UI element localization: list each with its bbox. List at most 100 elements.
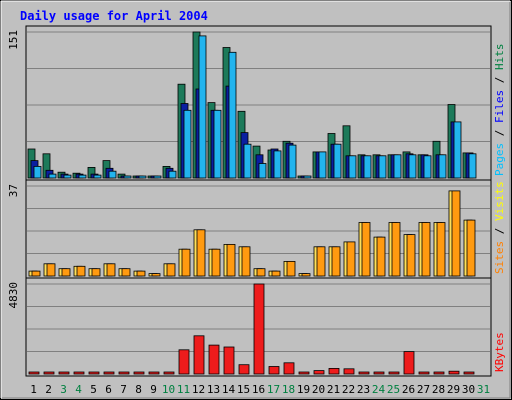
bar-sites-day-1 bbox=[31, 270, 41, 277]
legend-entry: Hits bbox=[493, 44, 506, 71]
day-label: 10 bbox=[162, 383, 175, 396]
bar-pages-day-30 bbox=[468, 153, 477, 179]
day-label: 30 bbox=[462, 383, 475, 396]
bar-kbytes-day-28 bbox=[433, 371, 445, 375]
scale-max-label: 37 bbox=[7, 184, 20, 197]
day-label: 27 bbox=[417, 383, 430, 396]
bar-kbytes-day-3 bbox=[58, 371, 70, 375]
bar-kbytes-day-23 bbox=[358, 371, 370, 375]
bar-pages-day-13 bbox=[213, 109, 222, 179]
bar-kbytes-day-25 bbox=[388, 371, 400, 375]
bar-kbytes-day-18 bbox=[283, 362, 295, 375]
bar-kbytes-day-2 bbox=[43, 371, 55, 375]
day-label: 9 bbox=[150, 383, 157, 396]
day-label: 12 bbox=[192, 383, 205, 396]
series-sites bbox=[31, 190, 476, 277]
bar-kbytes-day-24 bbox=[373, 371, 385, 375]
day-label: 7 bbox=[120, 383, 127, 396]
bar-sites-day-12 bbox=[196, 229, 206, 277]
day-label: 25 bbox=[387, 383, 400, 396]
bar-kbytes-day-4 bbox=[73, 371, 85, 375]
bar-kbytes-day-15 bbox=[238, 364, 250, 375]
bar-sites-day-15 bbox=[241, 246, 251, 277]
bar-pages-day-27 bbox=[423, 155, 432, 179]
bar-pages-day-19 bbox=[303, 175, 312, 179]
bar-sites-day-24 bbox=[376, 236, 386, 277]
bar-pages-day-16 bbox=[258, 163, 267, 179]
panel-legend: Pages / Files / Hits bbox=[493, 44, 506, 177]
bar-pages-day-26 bbox=[408, 154, 417, 179]
day-label: 16 bbox=[252, 383, 265, 396]
day-label: 4 bbox=[75, 383, 82, 396]
bar-sites-day-29 bbox=[451, 190, 461, 277]
bar-pages-day-29 bbox=[453, 121, 462, 179]
bar-sites-day-11 bbox=[181, 248, 191, 277]
bar-pages-day-7 bbox=[123, 175, 132, 179]
bar-pages-day-8 bbox=[138, 175, 147, 179]
bar-pages-day-4 bbox=[78, 174, 87, 179]
bar-kbytes-day-1 bbox=[28, 371, 40, 375]
day-label: 20 bbox=[312, 383, 325, 396]
bar-sites-day-3 bbox=[61, 268, 71, 277]
bar-pages-day-2 bbox=[48, 173, 57, 179]
day-label: 2 bbox=[45, 383, 52, 396]
bar-kbytes-day-6 bbox=[103, 371, 115, 375]
bar-pages-day-9 bbox=[153, 175, 162, 179]
bar-kbytes-day-13 bbox=[208, 344, 220, 375]
day-label: 18 bbox=[282, 383, 295, 396]
legend-entry: / bbox=[493, 70, 506, 90]
day-label: 28 bbox=[432, 383, 445, 396]
legend-entry: Files bbox=[493, 90, 506, 123]
day-label: 21 bbox=[327, 383, 340, 396]
bar-sites-day-22 bbox=[346, 241, 356, 277]
bar-sites-day-26 bbox=[406, 234, 416, 277]
bar-sites-day-2 bbox=[46, 263, 56, 277]
panel-kbytes: 4830 KBytes bbox=[7, 277, 506, 377]
day-label: 13 bbox=[207, 383, 220, 396]
day-label: 19 bbox=[297, 383, 310, 396]
legend-entry: / bbox=[493, 123, 506, 143]
bar-kbytes-day-29 bbox=[448, 370, 460, 375]
bar-sites-day-13 bbox=[211, 248, 221, 277]
legend-entry: Pages bbox=[493, 143, 506, 176]
bar-kbytes-day-30 bbox=[463, 371, 475, 375]
scale-max-label: 4830 bbox=[7, 282, 20, 309]
bar-kbytes-day-9 bbox=[148, 371, 160, 375]
bar-kbytes-day-26 bbox=[403, 351, 415, 375]
bar-sites-day-27 bbox=[421, 222, 431, 277]
bar-pages-day-12 bbox=[198, 35, 207, 179]
bar-pages-day-15 bbox=[243, 143, 252, 179]
panels-layer: 151 Pages / Files / Hits 37 Sites / Visits 4… bbox=[7, 25, 506, 377]
bar-pages-day-3 bbox=[63, 174, 72, 179]
bar-sites-day-16 bbox=[256, 268, 266, 277]
bar-sites-day-7 bbox=[121, 268, 131, 277]
bar-sites-day-30 bbox=[466, 219, 476, 277]
bar-sites-day-6 bbox=[106, 263, 116, 277]
bar-kbytes-day-27 bbox=[418, 371, 430, 375]
day-label: 11 bbox=[177, 383, 190, 396]
bar-pages-day-23 bbox=[363, 155, 372, 179]
day-label: 17 bbox=[267, 383, 280, 396]
bar-pages-day-10 bbox=[168, 170, 177, 179]
day-label: 6 bbox=[105, 383, 112, 396]
bar-kbytes-day-16 bbox=[253, 283, 265, 375]
bar-kbytes-day-7 bbox=[118, 371, 130, 375]
bar-sites-day-20 bbox=[316, 246, 326, 277]
series-pages bbox=[33, 35, 477, 179]
panel-visits-sites: 37 Sites / Visits bbox=[7, 179, 506, 279]
bar-sites-day-17 bbox=[271, 270, 281, 277]
bar-kbytes-day-19 bbox=[298, 371, 310, 375]
bar-pages-day-5 bbox=[93, 174, 102, 179]
day-label: 14 bbox=[222, 383, 236, 396]
bar-pages-day-17 bbox=[273, 150, 282, 179]
bar-sites-day-25 bbox=[391, 222, 401, 277]
bar-pages-day-6 bbox=[108, 170, 117, 179]
bar-pages-day-25 bbox=[393, 154, 402, 179]
day-labels: 1 2 3 4 5 6 7 8 9 10 11 12 13 14 15 16 17 18 19 20 21 22 23 24 2… bbox=[30, 383, 490, 396]
panel-legend: KBytes bbox=[493, 332, 506, 372]
bar-sites-day-14 bbox=[226, 243, 236, 277]
bar-sites-day-28 bbox=[436, 222, 446, 277]
bar-sites-day-9 bbox=[151, 273, 161, 277]
bar-kbytes-day-5 bbox=[88, 371, 100, 375]
legend-entry: Sites bbox=[493, 241, 506, 274]
